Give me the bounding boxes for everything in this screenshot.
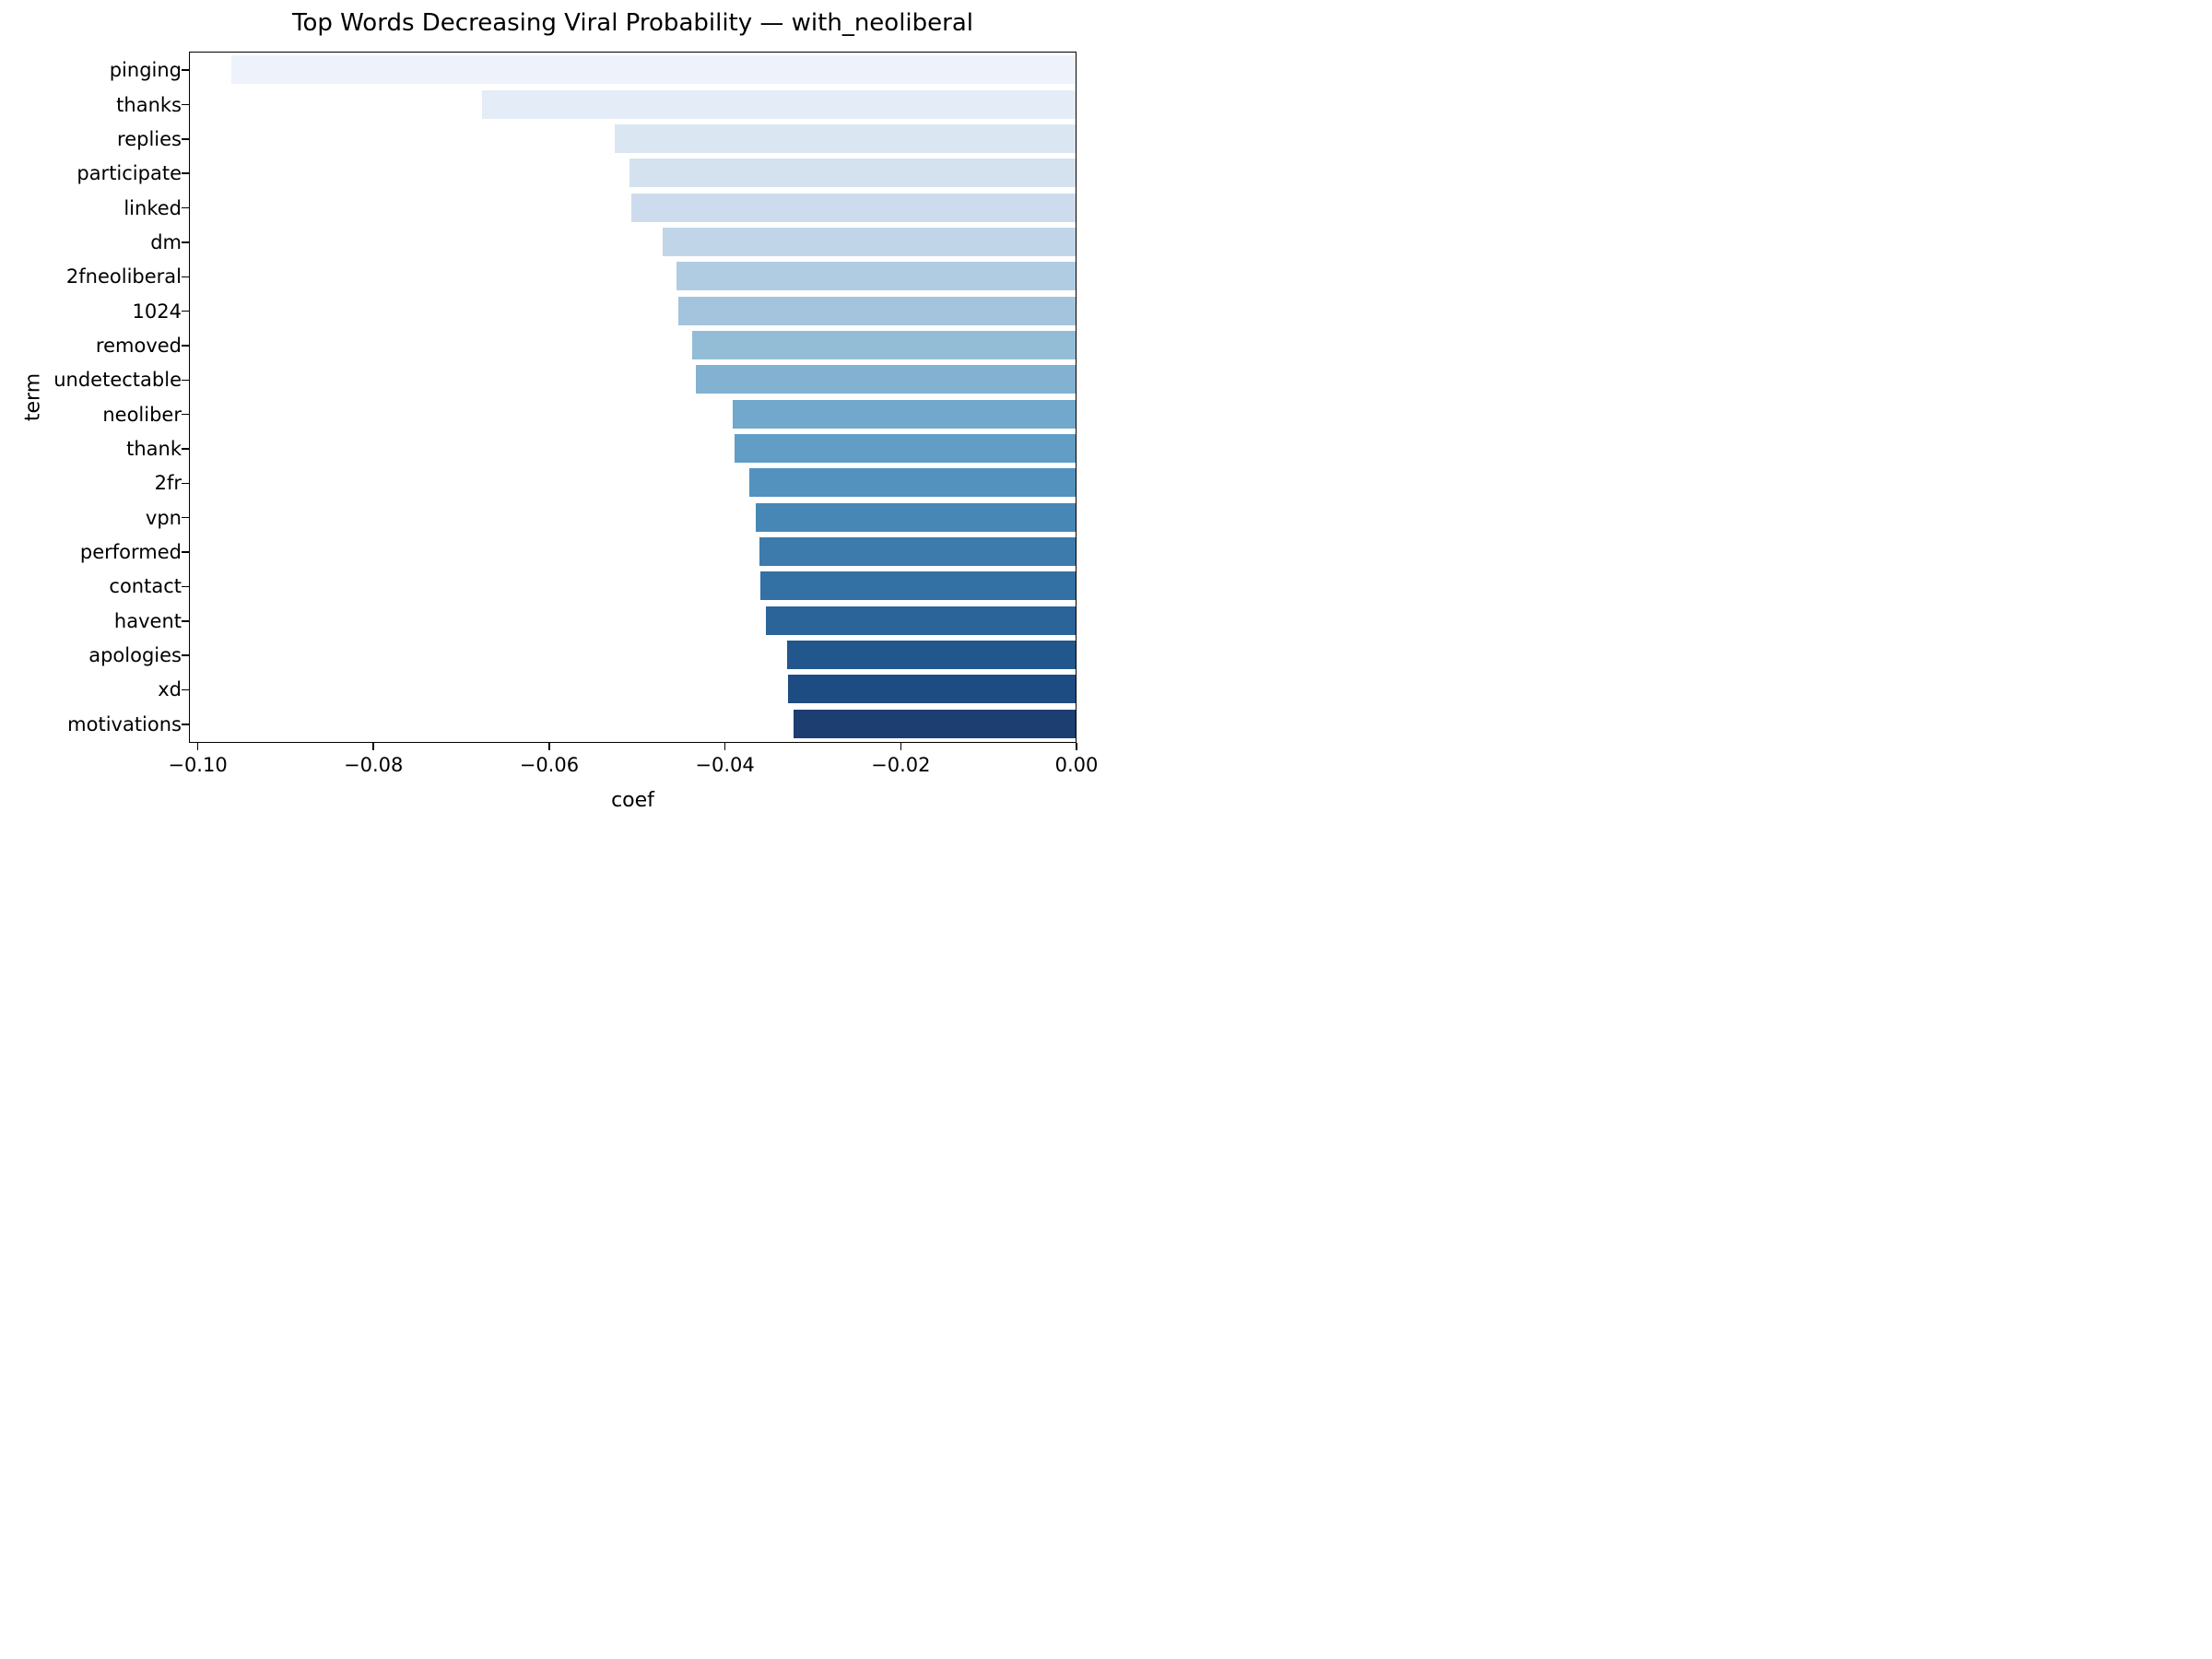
y-tick-mark bbox=[182, 206, 189, 209]
y-tick-mark bbox=[182, 69, 189, 72]
y-tick-label: thanks bbox=[116, 93, 182, 116]
x-tick-mark bbox=[724, 743, 726, 750]
y-tick-mark bbox=[182, 413, 189, 416]
bar-thanks bbox=[481, 89, 1076, 119]
y-tick-mark bbox=[182, 516, 189, 519]
y-tick-mark bbox=[182, 482, 189, 485]
y-tick-label: removed bbox=[95, 334, 182, 357]
y-tick-label: 2fneoliberal bbox=[65, 265, 182, 288]
y-tick-mark bbox=[182, 585, 189, 588]
x-tick-mark bbox=[900, 743, 902, 750]
y-tick-label: havent bbox=[113, 609, 182, 632]
bar-thank bbox=[734, 433, 1076, 463]
y-tick-mark bbox=[182, 688, 189, 691]
y-tick-label: pinging bbox=[109, 59, 182, 82]
y-tick-mark bbox=[182, 276, 189, 278]
y-tick-mark bbox=[182, 241, 189, 243]
bar-chart-figure: Top Words Decreasing Viral Probability —… bbox=[0, 0, 1106, 830]
y-tick-label: replies bbox=[117, 127, 182, 150]
x-tick-label: −0.08 bbox=[344, 754, 404, 776]
y-tick-label: performed bbox=[79, 541, 182, 564]
y-tick-mark bbox=[182, 551, 189, 553]
x-axis-title: coef bbox=[611, 789, 654, 812]
x-tick-label: −0.04 bbox=[695, 754, 755, 776]
bar-removed bbox=[692, 330, 1076, 359]
y-tick-label: motivations bbox=[67, 712, 182, 735]
y-tick-label: 1024 bbox=[132, 300, 182, 323]
y-tick-label: participate bbox=[76, 162, 182, 185]
plot-area bbox=[189, 52, 1077, 743]
bar-2fneoliberal bbox=[677, 262, 1076, 291]
y-tick-label: 2fr bbox=[154, 472, 182, 495]
bar-apologies bbox=[786, 640, 1076, 669]
x-tick-mark bbox=[548, 743, 550, 750]
y-tick-mark bbox=[182, 310, 189, 312]
y-tick-mark bbox=[182, 654, 189, 656]
bar-vpn bbox=[755, 502, 1076, 532]
bar-linked bbox=[630, 193, 1076, 222]
x-tick-mark bbox=[196, 743, 199, 750]
bar-2fr bbox=[749, 468, 1076, 498]
y-tick-label: vpn bbox=[145, 506, 182, 529]
x-tick-label: −0.10 bbox=[168, 754, 228, 776]
y-tick-label: contact bbox=[109, 575, 182, 598]
x-tick-label: 0.00 bbox=[1054, 754, 1099, 776]
y-tick-mark bbox=[182, 172, 189, 175]
x-tick-label: −0.02 bbox=[871, 754, 931, 776]
y-tick-label: dm bbox=[150, 230, 182, 253]
bar-performed bbox=[759, 536, 1076, 566]
bar-havent bbox=[766, 606, 1076, 635]
bar-contact bbox=[760, 571, 1076, 601]
bar-pinging bbox=[230, 55, 1076, 85]
y-tick-mark bbox=[182, 103, 189, 106]
bar-motivations bbox=[793, 709, 1076, 738]
bar-undetectable bbox=[696, 365, 1076, 394]
x-tick-mark bbox=[372, 743, 375, 750]
bar-xd bbox=[787, 675, 1076, 704]
y-tick-label: xd bbox=[158, 678, 182, 701]
x-tick-mark bbox=[1076, 743, 1077, 750]
chart-title: Top Words Decreasing Viral Probability —… bbox=[291, 9, 973, 37]
y-tick-mark bbox=[182, 138, 189, 140]
bar-1024 bbox=[677, 296, 1076, 325]
bar-participate bbox=[629, 159, 1076, 188]
y-tick-label: neoliber bbox=[102, 403, 182, 426]
y-tick-mark bbox=[182, 723, 189, 725]
bar-dm bbox=[662, 227, 1076, 256]
y-tick-mark bbox=[182, 345, 189, 347]
y-tick-mark bbox=[182, 379, 189, 382]
bar-replies bbox=[614, 124, 1076, 153]
x-tick-label: −0.06 bbox=[519, 754, 580, 776]
y-tick-mark bbox=[182, 448, 189, 450]
y-tick-mark bbox=[182, 619, 189, 622]
y-tick-label: linked bbox=[124, 196, 182, 219]
y-tick-label: apologies bbox=[88, 644, 182, 667]
y-tick-label: thank bbox=[126, 438, 182, 460]
y-tick-label: undetectable bbox=[53, 369, 182, 392]
bar-neoliber bbox=[732, 399, 1076, 429]
